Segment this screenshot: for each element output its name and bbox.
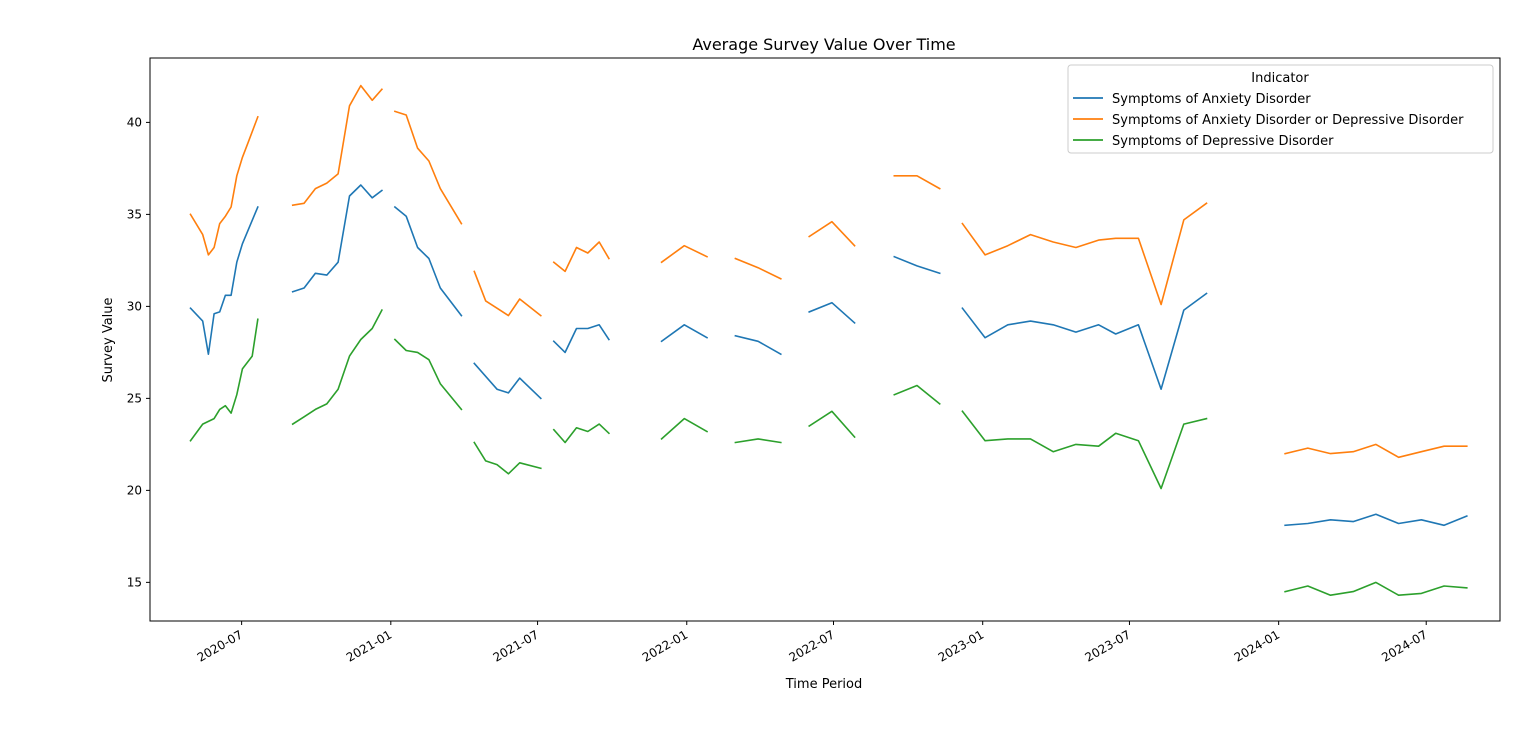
- series-line-2-segment-8: [808, 220, 856, 247]
- series-line-1-segment-8: [808, 301, 856, 325]
- series-line-2-segment-1: [189, 115, 259, 256]
- series-line-2-segment-9: [893, 175, 941, 190]
- series-line-3-segment-1: [189, 318, 259, 442]
- series-line-3-segment-10: [961, 410, 1208, 490]
- series-line-3-segment-8: [808, 410, 856, 439]
- x-tick-label: 2021-01: [344, 627, 394, 664]
- y-tick-label: 15: [127, 575, 142, 589]
- x-tick-label: 2022-01: [640, 627, 690, 664]
- series-layer: [189, 84, 1468, 597]
- series-line-2-segment-2: [291, 84, 384, 207]
- series-line-2-segment-5: [552, 241, 610, 273]
- series-line-1-segment-7: [734, 334, 782, 356]
- y-axis: 15 20 25 30 35 40: [127, 115, 150, 589]
- y-tick-label: 35: [127, 207, 142, 221]
- y-tick-label: 40: [127, 115, 142, 129]
- series-line-1-segment-11: [1284, 513, 1468, 527]
- series-line-3-segment-7: [734, 438, 782, 444]
- series-line-3-segment-6: [660, 417, 709, 441]
- x-tick-label: 2024-07: [1379, 627, 1429, 664]
- legend-entry-1: Symptoms of Anxiety Disorder: [1112, 92, 1311, 107]
- y-tick-label: 25: [127, 391, 142, 405]
- series-line-1-segment-2: [291, 184, 384, 293]
- x-tick-label: 2022-07: [787, 627, 837, 664]
- series-line-3-segment-5: [552, 423, 611, 444]
- series-line-2-segment-7: [734, 257, 782, 280]
- series-line-3-segment-2: [291, 309, 383, 426]
- series-line-2-segment-6: [660, 244, 709, 264]
- legend-entry-2: Symptoms of Anxiety Disorder or Depressi…: [1112, 113, 1464, 128]
- series-line-3-segment-4: [473, 441, 542, 475]
- x-tick-label: 2023-07: [1083, 627, 1133, 664]
- y-tick-label: 20: [127, 483, 142, 497]
- series-line-1-segment-3: [393, 205, 463, 317]
- legend-title: Indicator: [1251, 71, 1309, 86]
- series-line-2-segment-11: [1284, 443, 1468, 459]
- legend: Indicator Symptoms of Anxiety Disorder Sy…: [1067, 64, 1494, 154]
- series-line-1-segment-9: [893, 255, 941, 275]
- series-line-1-segment-1: [189, 205, 259, 356]
- x-tick-label: 2020-07: [195, 627, 245, 664]
- chart-title: Average Survey Value Over Time: [692, 35, 955, 54]
- series-line-1-segment-6: [660, 323, 709, 343]
- legend-box: [1067, 64, 1494, 154]
- series-line-2-segment-4: [473, 270, 542, 317]
- x-tick-label: 2024-01: [1232, 627, 1282, 664]
- series-line-1-segment-10: [961, 292, 1208, 391]
- x-tick-label: 2021-07: [491, 627, 541, 664]
- plot-frame: [149, 57, 1501, 622]
- x-axis: 2020-07 2021-01 2021-07 2022-01 2022-07 2023-…: [195, 621, 1430, 665]
- legend-entry-3: Symptoms of Depressive Disorder: [1112, 134, 1334, 149]
- series-line-1-segment-4: [473, 362, 542, 400]
- x-axis-title: Time Period: [785, 677, 862, 692]
- series-line-2-segment-10: [961, 202, 1208, 306]
- series-line-3-segment-3: [393, 338, 463, 411]
- series-line-1-segment-5: [552, 323, 611, 354]
- series-line-2-segment-3: [393, 110, 463, 225]
- series-line-3-segment-11: [1284, 581, 1468, 597]
- y-axis-title: Survey Value: [101, 297, 116, 382]
- series-line-3-segment-9: [893, 384, 941, 406]
- y-tick-label: 30: [127, 299, 142, 313]
- x-tick-label: 2023-01: [936, 627, 986, 664]
